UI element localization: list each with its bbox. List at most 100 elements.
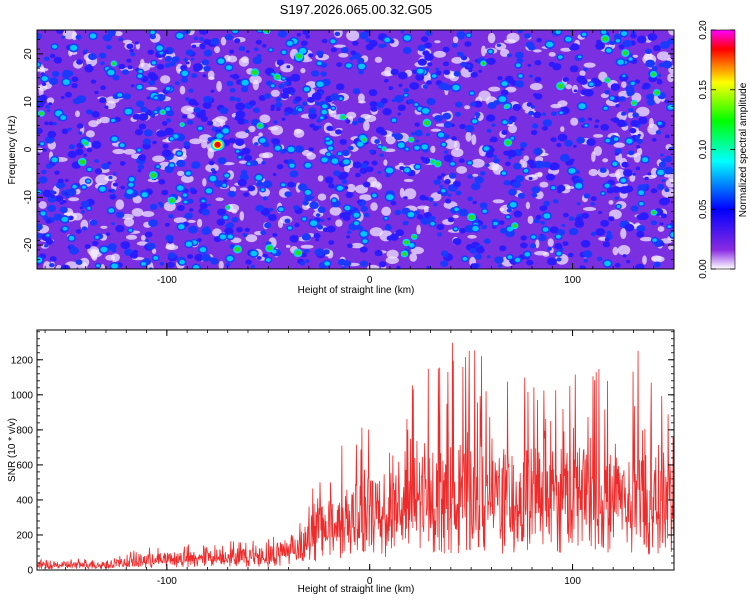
heatmap-cell [384,78,389,83]
heatmap-cell [515,175,525,183]
heatmap-cell [474,112,481,117]
heatmap-cell [40,211,46,216]
heatmap-cell [61,199,67,204]
heatmap-cell [244,129,250,133]
heatmap-cell [75,148,84,156]
heatmap-cell [48,102,53,106]
heatmap-cell [479,171,486,176]
heatmap-cell [210,257,219,265]
heatmap-cell [282,77,286,80]
heatmap-cell [561,223,566,227]
heatmap-cell [304,190,311,195]
heatmap-cell [466,64,472,68]
heatmap-cell [539,181,549,188]
heatmap-cell [520,242,528,249]
heatmap-cell [335,83,345,91]
heatmap-cell [378,43,385,49]
heatmap-cell [244,119,249,124]
heatmap-cell [595,119,600,123]
heatmap-cell [140,235,146,241]
heatmap-cell [668,245,674,251]
heatmap-cell [150,30,156,35]
heatmap-cell [503,150,510,156]
heatmap-cell [630,120,639,127]
heatmap-cell [651,66,658,71]
heatmap-cell [426,97,436,106]
colorbar-label: Normalized spectral amplitude [738,82,749,217]
heatmap-cell [137,74,143,79]
heatmap-cell [255,204,265,212]
heatmap-cell [193,265,200,269]
heatmap-cell [533,93,538,97]
heatmap-cell [266,245,273,251]
heatmap-cell [376,250,382,255]
heatmap-cell [86,109,93,115]
heatmap-cell [75,259,83,265]
heatmap-cell [37,33,42,40]
heatmap-cell [548,61,556,67]
heatmap-cell [293,205,300,211]
heatmap-cell [455,111,461,117]
heatmap-cell [409,138,414,142]
heatmap-cell [146,242,156,250]
heatmap-cell [159,261,165,266]
heatmap-cell [578,103,586,110]
heatmap-cell [557,133,568,142]
heatmap-cell [596,256,603,262]
heatmap-cell [334,31,341,37]
heatmap-cell [578,117,586,123]
heatmap-cell [462,256,468,261]
heatmap-cell [428,197,434,202]
heatmap-cell [147,72,157,79]
heatmap-cell [627,112,635,119]
heatmap-cell [525,201,531,210]
heatmap-cell [640,237,653,242]
heatmap-cell [142,138,151,145]
heatmap-cell [40,99,47,105]
heatmap-cell [111,118,115,123]
heatmap-cell [112,148,125,155]
heatmap-cell [435,161,441,166]
heatmap-cell [259,114,271,123]
heatmap-cell [381,206,392,216]
heatmap-cell [256,256,262,260]
heatmap-cell [507,255,513,259]
heatmap-cell [121,213,134,220]
heatmap-cell [251,70,258,75]
heatmap-cell [410,132,416,136]
heatmap-cell [400,30,405,34]
heatmap-cell [124,108,132,115]
heatmap-cell [343,260,352,267]
heatmap-cell [379,153,385,157]
heatmap-cell [474,253,483,260]
heatmap-cell [346,230,352,234]
heatmap-cell [296,53,303,59]
snr-y-tick-label: 800 [16,425,33,436]
heatmap-cell [397,104,406,112]
heatmap-cell [340,115,346,119]
heatmap-cell [504,140,511,146]
heatmap-cell [197,218,203,228]
heatmap-cell [483,146,489,151]
heatmap-cell [491,162,500,171]
heatmap-cell [391,118,397,122]
heatmap-cell [471,182,481,191]
heatmap-cell [316,224,324,230]
heatmap-blobs [37,30,674,269]
snr-series-line [37,342,674,570]
heatmap-cell [407,99,415,104]
heatmap-cell [300,68,306,74]
heatmap-cell [135,41,139,45]
heatmap-cell [265,258,271,262]
heatmap-cell [328,240,335,246]
heatmap-cell [651,72,656,77]
heatmap-cell [219,107,229,115]
heatmap-cell [346,111,357,119]
heatmap-cell [241,147,251,155]
heatmap-cell [391,98,396,103]
heatmap-cell [187,254,194,259]
heatmap-cell [425,133,430,137]
heatmap-cell [322,227,329,232]
heatmap-cell [95,174,109,186]
heatmap-cell [420,156,425,161]
